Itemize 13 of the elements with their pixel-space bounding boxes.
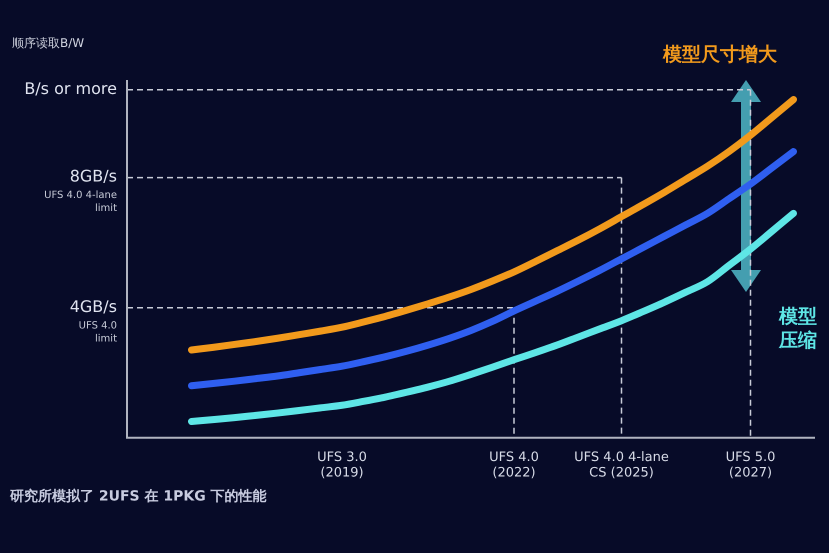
- x-tick-label: UFS 4.0 (2022): [489, 450, 539, 481]
- text: UFS 4.0 limit: [78, 320, 118, 344]
- text: 研究所模拟了 2UFS 在 1PKG 下的性能: [9, 488, 268, 505]
- x-tick-label: UFS 4.0 4-lane CS (2025): [574, 450, 669, 481]
- y-axis-title: 顺序读取B/W: [12, 36, 84, 50]
- annotation: 模型压缩: [778, 305, 817, 352]
- y-tick-label: B/s or more: [24, 78, 117, 98]
- x-tick-label: UFS 3.0 (2019): [317, 450, 367, 481]
- y-tick-label: 4GB/s: [70, 296, 117, 316]
- text: 模型尺寸增大: [662, 43, 778, 66]
- text: UFS 4.0 4-lane limit: [44, 190, 118, 214]
- y-tick-label: 8GB/s: [70, 166, 117, 186]
- x-tick-label: UFS 5.0 (2027): [726, 450, 776, 481]
